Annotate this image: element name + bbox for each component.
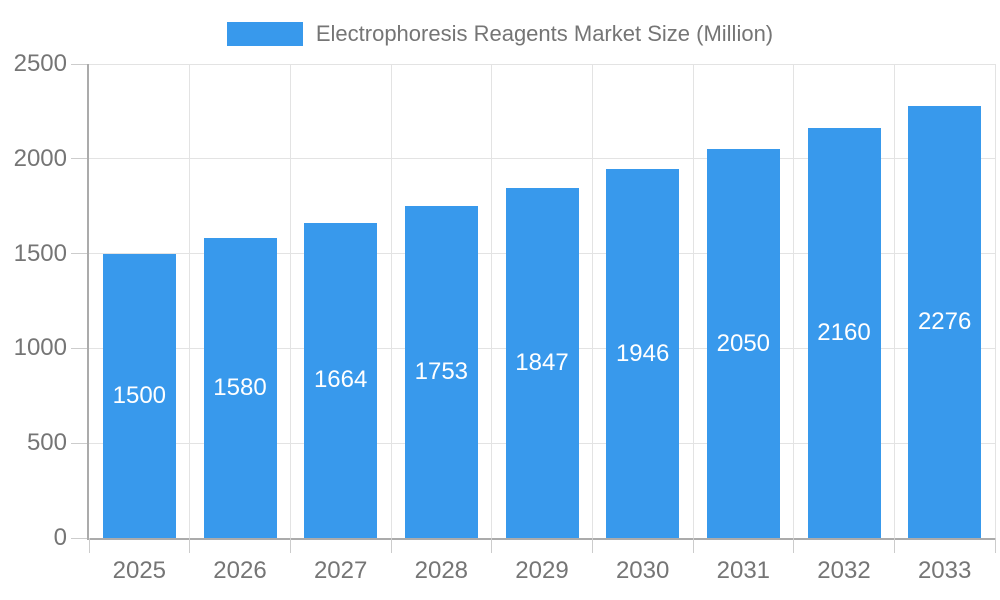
gridline-vertical <box>893 64 895 538</box>
x-axis-tick <box>591 538 593 553</box>
y-axis-label: 500 <box>26 429 67 457</box>
x-axis-label: 2026 <box>213 557 267 584</box>
gridline-vertical <box>793 64 795 538</box>
bar-value-label: 1753 <box>414 357 469 385</box>
x-axis-tick <box>793 538 795 553</box>
y-axis-tick <box>71 158 87 160</box>
x-axis-tick <box>189 538 191 553</box>
bar-value-label: 1500 <box>112 381 167 409</box>
x-axis-label: 2027 <box>313 557 368 584</box>
y-axis-label: 1500 <box>13 239 67 267</box>
gridline-vertical <box>189 64 191 538</box>
y-axis-label: 2000 <box>13 144 67 172</box>
x-axis-tick <box>491 538 493 553</box>
x-axis-label: 2025 <box>112 557 167 584</box>
plot-area: 0 500 1000 1500 2000 2500 1500 2025 1580 2026 1664… <box>14 51 996 584</box>
gridline-vertical <box>692 64 694 538</box>
bar-value-label: 2276 <box>917 308 972 336</box>
bar: 1500 <box>102 253 176 538</box>
y-axis-tick <box>71 63 87 65</box>
gridline-vertical <box>994 64 996 538</box>
gridline-vertical <box>491 64 493 538</box>
x-axis-label: 2032 <box>817 557 871 584</box>
legend-swatch <box>226 22 303 46</box>
y-axis-tick <box>71 537 87 539</box>
x-axis-label: 2030 <box>615 557 670 584</box>
x-axis-tick <box>994 538 996 553</box>
bar: 1664 <box>304 222 378 538</box>
y-axis-tick <box>71 347 87 349</box>
bar-value-label: 1847 <box>515 348 569 376</box>
x-axis-label: 2033 <box>917 557 972 584</box>
bar-value-label: 2160 <box>817 319 871 347</box>
bar-value-label: 1946 <box>615 339 670 367</box>
gridline-vertical <box>289 64 291 538</box>
bar: 1580 <box>203 238 277 538</box>
legend-label: Electrophoresis Reagents Market Size (Mi… <box>315 21 774 46</box>
gridline-horizontal <box>89 158 995 160</box>
y-axis-tick <box>71 253 87 255</box>
y-axis-label: 2500 <box>13 50 67 77</box>
x-axis-tick <box>893 538 895 553</box>
y-axis-label: 0 <box>53 524 67 551</box>
bar: 1753 <box>404 205 478 538</box>
bar: 1946 <box>606 169 680 538</box>
y-axis-label: 1000 <box>13 334 67 362</box>
bar: 2160 <box>807 128 881 538</box>
bar: 2050 <box>706 149 780 538</box>
bar-value-label: 1664 <box>313 366 368 394</box>
chart-legend: Electrophoresis Reagents Market Size (Mi… <box>0 21 1000 47</box>
x-axis-tick <box>88 538 90 553</box>
bar: 1847 <box>505 187 579 538</box>
x-axis-label: 2029 <box>515 557 569 584</box>
x-axis-tick <box>390 538 392 553</box>
gridline-horizontal <box>89 63 995 65</box>
y-axis-tick <box>71 442 87 444</box>
bar-value-label: 2050 <box>716 329 771 357</box>
x-axis-tick <box>289 538 291 553</box>
x-axis-label: 2031 <box>716 557 771 584</box>
x-axis-label: 2028 <box>414 557 469 584</box>
x-axis-tick <box>692 538 694 553</box>
gridline-vertical <box>591 64 593 538</box>
bar-value-label: 1580 <box>213 374 267 402</box>
gridline-vertical <box>390 64 392 538</box>
bar: 2276 <box>908 106 982 538</box>
